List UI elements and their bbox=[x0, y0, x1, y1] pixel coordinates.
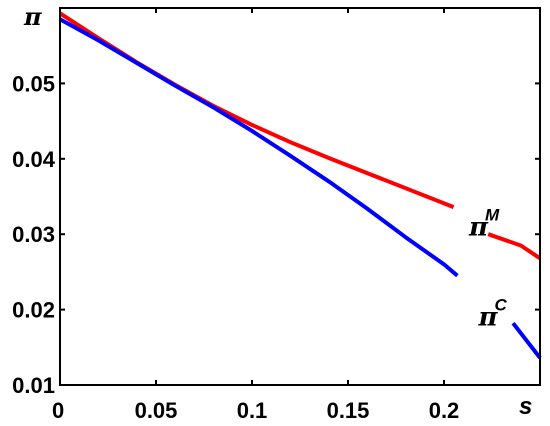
x-tick-label: 0.15 bbox=[327, 398, 370, 423]
y-tick-label: 0.01 bbox=[12, 373, 55, 398]
series-annotation-superscript: M bbox=[485, 206, 500, 225]
x-tick-label: 0.1 bbox=[237, 398, 268, 423]
y-axis-label: π bbox=[23, 2, 42, 31]
series-layer bbox=[58, 11, 542, 360]
tick-layer: 0 0.05 0.1 0.15 0.2 0.01 0.02 0.03 0.04 0.05 bbox=[12, 8, 540, 423]
y-tick-label: 0.02 bbox=[12, 298, 55, 323]
series-annotation-symbol: π bbox=[478, 302, 499, 332]
series-annotation-superscript: C bbox=[495, 295, 508, 314]
plot-frame bbox=[59, 7, 541, 386]
series-0-line-segment-0 bbox=[58, 11, 455, 209]
x-axis-label: s bbox=[519, 393, 532, 420]
x-tick-label: 0 bbox=[52, 398, 64, 423]
y-tick-label: 0.03 bbox=[12, 222, 55, 247]
y-tick-label: 0.04 bbox=[12, 147, 56, 172]
x-tick-label: 0.05 bbox=[135, 398, 178, 423]
series-annotation-symbol: π bbox=[468, 213, 489, 243]
series-0-line-segment-1 bbox=[487, 232, 542, 260]
y-tick-label: 0.05 bbox=[12, 71, 55, 96]
x-tick-label: 0.2 bbox=[429, 398, 460, 423]
series-1-line-segment-1 bbox=[511, 321, 542, 360]
series-1-line-segment-0 bbox=[59, 17, 459, 278]
